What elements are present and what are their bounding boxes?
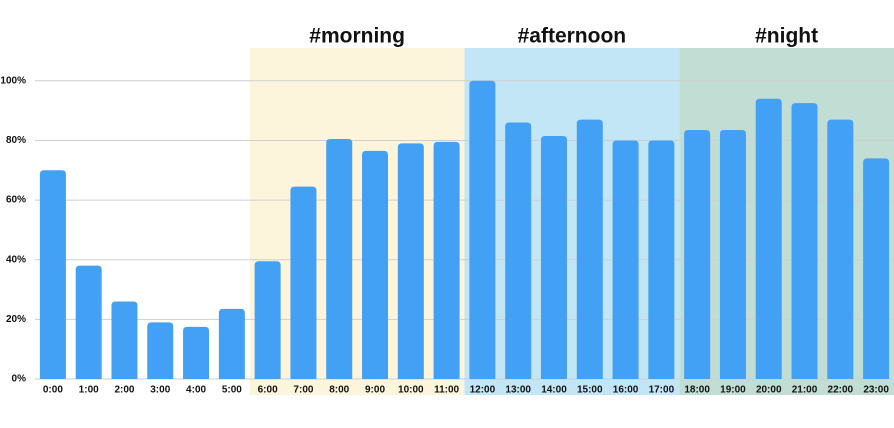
region-label: #afternoon (518, 25, 627, 48)
x-tick-label: 13:00 (505, 385, 531, 396)
y-tick-label: 20% (6, 314, 26, 325)
x-tick-label: 19:00 (720, 385, 746, 396)
x-tick-label: 18:00 (684, 385, 710, 396)
bar (397, 143, 424, 379)
x-tick-label: 16:00 (613, 385, 639, 396)
bar (254, 261, 281, 379)
bar (362, 150, 389, 379)
x-tick-label: 2:00 (114, 385, 134, 396)
x-tick-label: 8:00 (329, 385, 349, 396)
x-tick-label: 7:00 (293, 385, 313, 396)
x-tick-label: 12:00 (470, 385, 496, 396)
bar (755, 98, 782, 379)
x-tick-label: 23:00 (863, 385, 889, 396)
x-tick-label: 22:00 (828, 385, 854, 396)
bar (648, 140, 675, 379)
x-tick-label: 5:00 (222, 385, 242, 396)
bar (469, 80, 496, 379)
bar (218, 308, 245, 379)
bar (433, 141, 460, 379)
x-tick-label: 11:00 (434, 385, 459, 396)
region-band (679, 48, 894, 395)
x-tick-label: 0:00 (43, 385, 63, 396)
bar (827, 119, 854, 379)
y-tick-label: 60% (6, 195, 26, 206)
bar (111, 301, 138, 379)
bar (719, 130, 746, 379)
bar (75, 265, 102, 379)
bar (612, 140, 639, 379)
bar (505, 122, 532, 379)
region-band (249, 48, 465, 395)
bar (39, 170, 66, 379)
x-tick-label: 20:00 (756, 385, 782, 396)
x-tick-label: 6:00 (258, 385, 278, 396)
region-label: #night (755, 25, 818, 48)
bar (290, 186, 317, 379)
x-tick-label: 4:00 (186, 385, 206, 396)
bar (326, 138, 353, 379)
region-band (464, 48, 680, 395)
bar (791, 103, 818, 380)
y-tick-label: 80% (6, 135, 26, 146)
bar (863, 158, 890, 379)
y-tick-label: 0% (12, 374, 27, 385)
y-tick-label: 100% (0, 75, 26, 86)
bar (684, 130, 711, 379)
bar (540, 135, 567, 379)
bar (183, 326, 210, 379)
x-tick-label: 9:00 (365, 385, 385, 396)
bar (147, 322, 174, 379)
bar (576, 119, 603, 379)
x-tick-label: 1:00 (79, 385, 99, 396)
x-tick-label: 17:00 (649, 385, 675, 396)
x-tick-label: 3:00 (150, 385, 170, 396)
x-tick-label: 21:00 (792, 385, 818, 396)
region-label: #morning (309, 25, 405, 48)
x-tick-label: 10:00 (398, 385, 424, 396)
x-tick-label: 14:00 (541, 385, 567, 396)
x-tick-label: 15:00 (577, 385, 603, 396)
y-tick-label: 40% (6, 254, 26, 265)
